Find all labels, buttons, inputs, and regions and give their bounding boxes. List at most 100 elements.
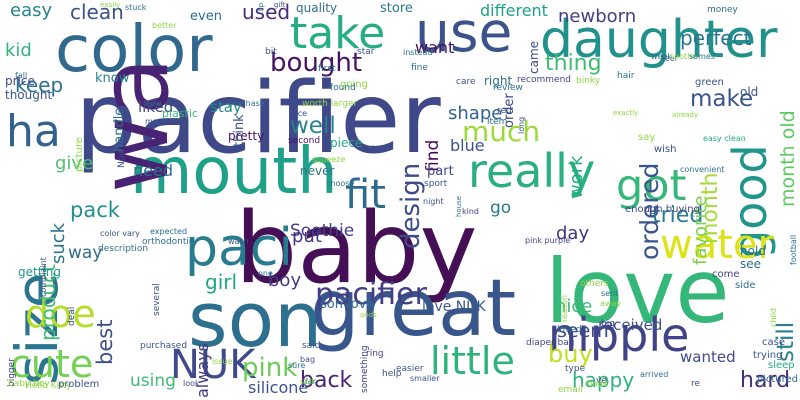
word-football: football: [789, 234, 798, 265]
word-side: side: [735, 280, 756, 291]
word-arrived: arrived: [640, 370, 669, 379]
word-pictured: pictured: [756, 374, 798, 385]
word-spit: spit: [300, 377, 315, 386]
word-away: away: [600, 299, 622, 308]
word-face: face: [290, 109, 308, 118]
word-work: work: [566, 155, 587, 199]
word-kid: kid: [5, 40, 32, 61]
word-trying: trying: [753, 350, 783, 361]
word-tried: tried: [652, 203, 704, 228]
word-child: child: [769, 307, 778, 327]
word-quality: quality: [296, 1, 338, 15]
word-fit: fit: [345, 172, 386, 218]
word-wash: wash: [228, 237, 249, 246]
word-price: price: [5, 74, 35, 88]
word-daughter: daughter: [540, 10, 778, 70]
word-going: going: [340, 79, 368, 90]
word-love-nuk: love NUK: [422, 299, 486, 315]
word-back: back: [300, 368, 353, 393]
word-easy: easy: [10, 0, 53, 21]
word-clip: clip: [257, 2, 265, 16]
word-born: born: [372, 144, 391, 153]
word-new: new: [145, 99, 162, 108]
word-month-old: month old: [777, 110, 799, 208]
word-hello-kitty: Hello Kitty: [25, 381, 72, 391]
word-look: look: [183, 379, 200, 388]
word-care: care: [456, 77, 476, 87]
word-easy-clean: easy clean: [703, 134, 746, 143]
word-stay: stay: [210, 98, 242, 116]
word-soothe: soothe: [670, 52, 698, 61]
word-better: better: [152, 21, 177, 30]
word-love: love: [545, 240, 730, 343]
word-doe: doe: [25, 292, 96, 336]
word-really: really: [468, 144, 596, 198]
word-pink: pink: [242, 353, 298, 383]
word-come: come: [712, 269, 740, 280]
word-ring: ring: [366, 349, 384, 359]
word-color: color: [55, 13, 213, 87]
word-night: night: [423, 197, 444, 206]
word-take: take: [290, 8, 386, 59]
word-feel: feel: [662, 54, 677, 63]
word-first: first: [318, 64, 336, 74]
word-bag: bag: [300, 355, 316, 364]
word-boy: boy: [268, 270, 302, 291]
word-sleep: sleep: [768, 360, 795, 371]
word-getting: getting: [18, 265, 61, 279]
word-received: received: [598, 316, 663, 334]
word-mouth: mouth: [130, 135, 338, 209]
word-put: put: [292, 226, 322, 247]
word-girl: girl: [205, 270, 238, 294]
word-wish: wish: [654, 144, 677, 155]
word-pacifier: pacifier: [75, 62, 441, 176]
word-squeeze: squeeze: [312, 155, 346, 164]
word-fine: fine: [411, 63, 428, 73]
word-star: star: [357, 47, 375, 57]
word-day: day: [556, 223, 590, 244]
word-happy: happy: [572, 368, 635, 392]
word-item: item: [487, 117, 508, 127]
word-cute: cute: [10, 342, 94, 386]
word-say: say: [638, 132, 656, 143]
word-instead: instead: [403, 48, 433, 57]
word-big: big: [601, 319, 615, 329]
word-different: different: [480, 1, 548, 20]
word-orthodontic: orthodontic: [142, 237, 194, 247]
word-buy: buy: [548, 340, 593, 368]
word-exactly: exactly: [613, 109, 639, 117]
word-picture: picture: [74, 136, 85, 172]
word-suck: suck: [48, 222, 69, 264]
word-stuck: stuck: [125, 3, 147, 12]
word-loved: loved: [557, 325, 582, 335]
word-water: water: [660, 222, 774, 268]
word-baby: baby: [235, 192, 478, 306]
word-perfect: perfect: [680, 26, 752, 50]
word-want: want: [415, 38, 455, 57]
word-sport: sport: [424, 179, 448, 189]
word-several: several: [152, 283, 162, 317]
word-made: made: [585, 379, 608, 388]
word-liked: liked: [138, 98, 174, 116]
word-old: old: [740, 85, 759, 99]
word-handle: handle: [112, 107, 127, 153]
word-now: Now: [117, 147, 127, 168]
word-review: review: [493, 83, 523, 93]
word-fall: fall: [15, 71, 28, 80]
word-one: one: [258, 269, 273, 278]
word-choose: choose: [326, 179, 355, 188]
word-sent: sent: [601, 289, 619, 298]
word-always: always: [193, 343, 212, 398]
word-using: using: [130, 371, 176, 391]
word-way: way: [68, 243, 103, 263]
word-description: description: [98, 244, 149, 254]
word-newborn: newborn: [558, 6, 637, 27]
word-seem: seem: [557, 320, 609, 342]
word-far: far: [305, 377, 317, 386]
word-somes: somes: [689, 52, 715, 61]
word-complaint: complaint: [39, 257, 48, 297]
word-paci: paci: [185, 218, 293, 278]
word-something: something: [360, 345, 370, 393]
word-problem: problem: [58, 379, 100, 390]
